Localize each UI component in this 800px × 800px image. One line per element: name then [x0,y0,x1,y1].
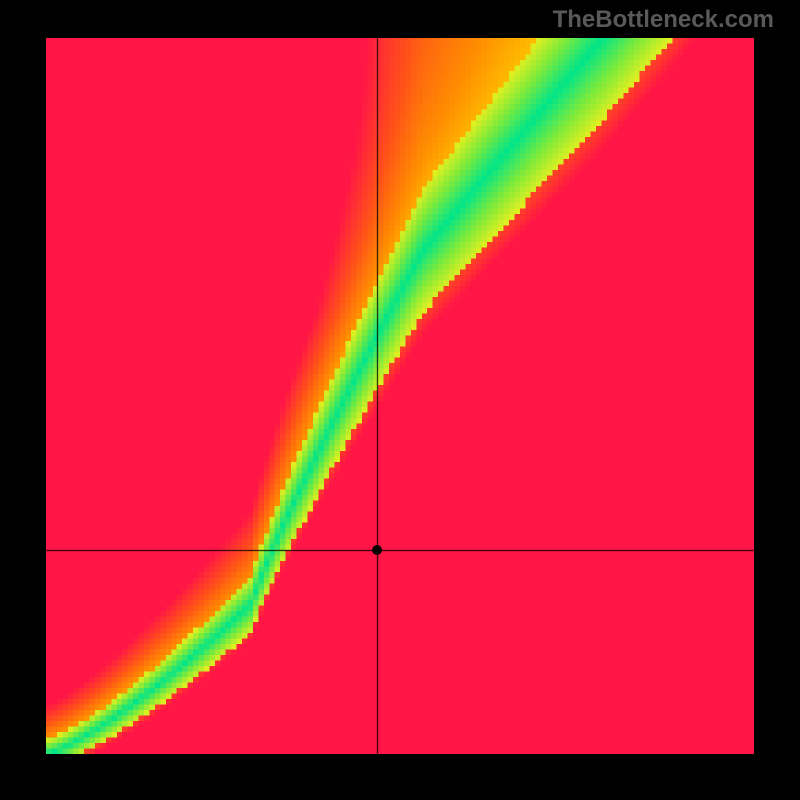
watermark-text: TheBottleneck.com [553,6,774,34]
bottleneck-heatmap [46,38,754,754]
